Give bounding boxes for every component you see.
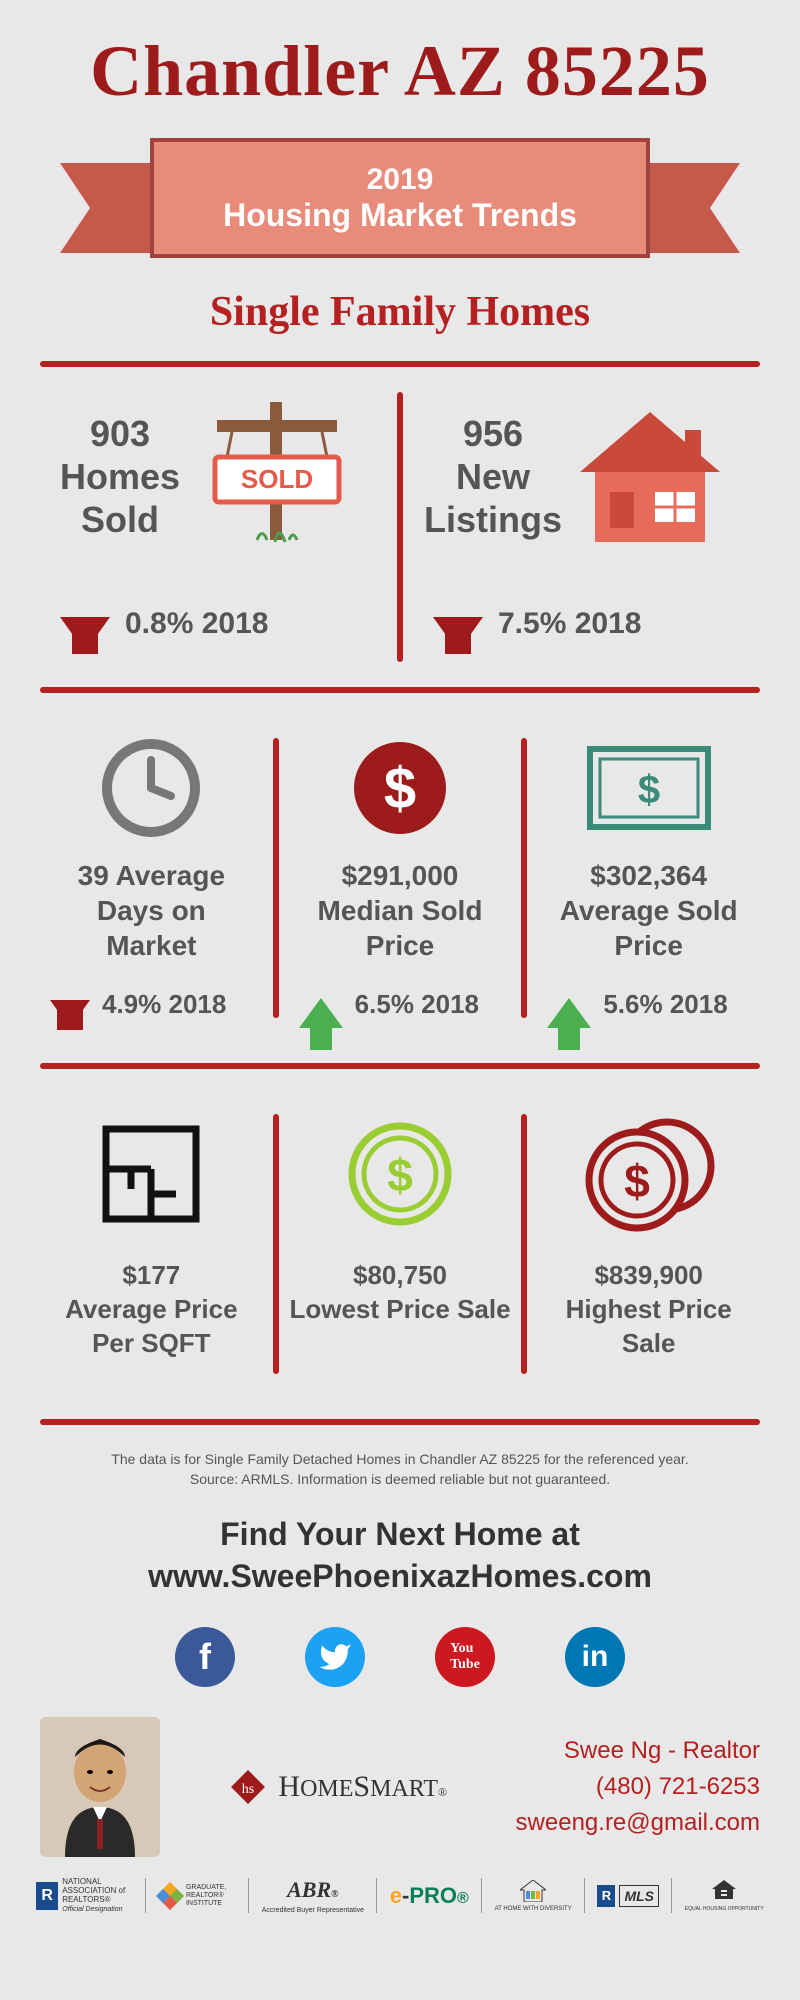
svg-text:SOLD: SOLD <box>241 464 313 494</box>
mls-logo: R MLS <box>597 1885 659 1907</box>
homes-sold-stat: 903 Homes Sold <box>50 412 190 542</box>
svg-text:$: $ <box>384 756 416 821</box>
abr-logo: ABR® Accredited Buyer Representative <box>262 1877 364 1914</box>
stats-row-2: 39 Average Days on Market 4.9% 2018 $ $2… <box>0 718 800 1038</box>
divider <box>40 1063 760 1069</box>
youtube-icon[interactable]: YouTube <box>435 1627 495 1687</box>
gri-logo: GRADUATE, REALTOR® INSTITUTE <box>158 1884 236 1908</box>
social-icons: f YouTube in <box>0 1627 800 1687</box>
divider <box>40 1419 760 1425</box>
twitter-icon[interactable] <box>305 1627 365 1687</box>
up-arrow-icon <box>299 998 343 1028</box>
stats-row-1: 903 Homes Sold SOLD 0.8% 2018 956 New <box>0 392 800 662</box>
ribbon-year: 2019 <box>367 163 434 197</box>
new-listings-stat: 956 New Listings <box>423 412 563 542</box>
footer: hs HOMESMART® Swee Ng - Realtor (480) 72… <box>0 1687 800 1867</box>
down-arrow-icon <box>433 617 483 652</box>
sold-sign-icon: SOLD <box>197 402 357 552</box>
divider <box>40 687 760 693</box>
lowest-stat: $80,750 Lowest Price Sale <box>289 1259 510 1327</box>
ribbon-subtitle: Housing Market Trends <box>223 197 577 234</box>
linkedin-icon[interactable]: in <box>565 1627 625 1687</box>
up-arrow-icon <box>547 998 591 1028</box>
median-stat: $291,000 Median Sold Price <box>313 858 488 963</box>
diversity-logo: AT HOME WITH DIVERSITY <box>495 1880 572 1912</box>
highest-stat: $839,900 Highest Price Sale <box>537 1259 760 1360</box>
eho-logo: EQUAL HOUSING OPPORTUNITY <box>685 1880 764 1912</box>
svg-text:$: $ <box>638 768 660 812</box>
average-stat: $302,364 Average Sold Price <box>555 858 743 963</box>
average-delta: 5.6% 2018 <box>603 989 727 1020</box>
facebook-icon[interactable]: f <box>175 1627 235 1687</box>
dom-delta: 4.9% 2018 <box>102 989 226 1020</box>
coin-double-icon: $ <box>579 1104 719 1244</box>
floorplan-icon <box>96 1104 206 1244</box>
clock-icon <box>101 728 201 848</box>
certification-logos: R NATIONAL ASSOCIATION of REALTORS®Offic… <box>0 1867 800 1924</box>
stats-row-3: $177 Average Price Per SQFT $ $80,750 Lo… <box>0 1094 800 1394</box>
ribbon-banner: 2019 Housing Market Trends <box>0 128 800 298</box>
homes-sold-delta: 0.8% 2018 <box>125 607 268 641</box>
down-arrow-icon <box>50 1000 90 1028</box>
svg-text:$: $ <box>387 1149 413 1201</box>
page-title: Chandler AZ 85225 <box>0 0 800 113</box>
coin-single-icon: $ <box>345 1104 455 1244</box>
brand-logo: hs HOMESMART® <box>180 1767 496 1807</box>
cta: Find Your Next Home at www.SweePhoenixaz… <box>0 1514 800 1597</box>
svg-text:hs: hs <box>242 1782 254 1797</box>
new-listings-delta: 7.5% 2018 <box>498 607 641 641</box>
dollar-circle-icon: $ <box>350 728 450 848</box>
dom-stat: 39 Average Days on Market <box>73 858 230 963</box>
down-arrow-icon <box>60 617 110 652</box>
median-delta: 6.5% 2018 <box>355 989 479 1020</box>
contact-info: Swee Ng - Realtor (480) 721-6253 sweeng.… <box>516 1733 760 1841</box>
avatar <box>40 1717 160 1857</box>
disclaimer: The data is for Single Family Detached H… <box>0 1450 800 1489</box>
ppsqft-stat: $177 Average Price Per SQFT <box>65 1259 237 1360</box>
epro-logo: e-PRO® <box>390 1883 469 1909</box>
nar-logo: R NATIONAL ASSOCIATION of REALTORS®Offic… <box>36 1878 132 1913</box>
divider <box>40 361 760 367</box>
svg-text:$: $ <box>624 1155 650 1207</box>
dollar-bill-icon: $ <box>584 728 714 848</box>
house-icon <box>570 402 730 552</box>
